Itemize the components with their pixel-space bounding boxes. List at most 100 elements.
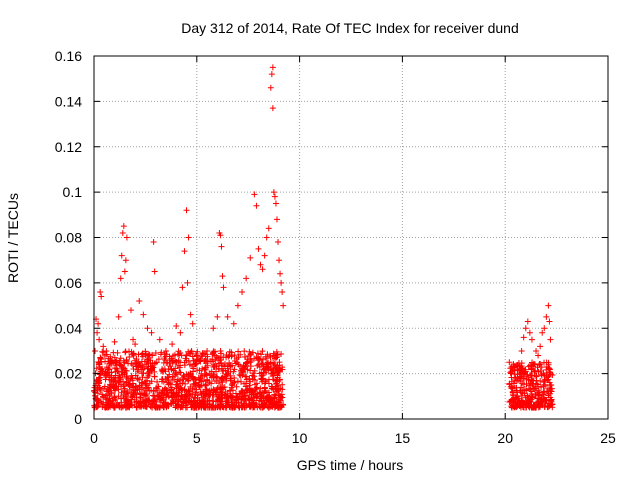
data-point [548, 382, 555, 389]
data-point [177, 329, 184, 336]
data-point [541, 325, 548, 332]
data-point [219, 367, 226, 374]
data-point [251, 367, 258, 374]
data-point [268, 71, 275, 78]
data-point [199, 350, 206, 357]
data-point [141, 390, 148, 397]
data-point [187, 383, 194, 390]
data-point [241, 348, 248, 355]
data-point [217, 404, 224, 411]
data-point [184, 279, 191, 286]
data-point [275, 388, 282, 395]
y-tick-labels: 0 0.02 0.04 0.06 0.08 0.1 0.12 0.14 0.16 [55, 48, 82, 427]
data-point [92, 347, 99, 354]
data-point [249, 397, 256, 404]
data-point [176, 387, 183, 394]
data-point [144, 385, 151, 392]
data-point [253, 384, 260, 391]
data-point [181, 359, 188, 366]
data-point [105, 365, 112, 372]
y-tick-label: 0.08 [55, 230, 82, 246]
x-tick-labels: 0 5 10 15 20 25 [90, 430, 616, 446]
data-point [234, 302, 241, 309]
data-point [273, 383, 280, 390]
data-point [168, 366, 175, 373]
data-point [159, 366, 166, 373]
data-point [545, 403, 552, 410]
data-point [247, 351, 254, 358]
data-point [134, 368, 141, 375]
data-point [154, 378, 161, 385]
data-point [520, 381, 527, 388]
data-point [175, 357, 182, 364]
data-point [98, 356, 105, 363]
data-point [131, 396, 138, 403]
data-point [242, 373, 249, 380]
data-point [541, 377, 548, 384]
data-point [247, 359, 254, 366]
data-point [275, 398, 282, 405]
grid-lines [94, 56, 608, 419]
data-point [123, 392, 130, 399]
data-point [233, 383, 240, 390]
data-point [144, 374, 151, 381]
data-point [163, 404, 170, 411]
data-point [275, 239, 282, 246]
data-point [258, 373, 265, 380]
data-point [141, 399, 148, 406]
data-point [534, 383, 541, 390]
data-point [115, 393, 122, 400]
data-point [539, 401, 546, 408]
data-point [221, 373, 228, 380]
data-point [276, 257, 283, 264]
data-point [527, 386, 534, 393]
data-point [151, 393, 158, 400]
data-point [280, 302, 287, 309]
data-point [122, 380, 129, 387]
data-point [129, 351, 136, 358]
data-point [250, 404, 257, 411]
data-point [189, 320, 196, 327]
data-point [168, 386, 175, 393]
data-point [545, 302, 552, 309]
data-point [154, 403, 161, 410]
data-point [164, 373, 171, 380]
data-point [529, 393, 536, 400]
data-point [265, 225, 272, 232]
data-point [97, 371, 104, 378]
data-point [181, 248, 188, 255]
data-point [128, 307, 135, 314]
data-point [126, 353, 133, 360]
data-point [97, 398, 104, 405]
data-point [219, 273, 226, 280]
data-point [163, 351, 170, 358]
axis-ticks [93, 55, 609, 420]
data-point [224, 400, 231, 407]
data-point [270, 189, 277, 196]
data-point [543, 397, 550, 404]
data-point [203, 357, 210, 364]
data-point [103, 404, 110, 411]
data-point [229, 404, 236, 411]
data-point [182, 380, 189, 387]
data-point [148, 398, 155, 405]
data-point [249, 389, 256, 396]
data-point [258, 351, 265, 358]
data-point [206, 387, 213, 394]
data-point [261, 252, 268, 259]
data-point [221, 363, 228, 370]
data-point [524, 318, 531, 325]
data-point [120, 357, 127, 364]
data-point [277, 270, 284, 277]
data-point [230, 320, 237, 327]
data-point [257, 385, 264, 392]
data-point [528, 362, 535, 369]
data-point [94, 329, 101, 336]
data-point [96, 336, 103, 343]
data-point [210, 371, 217, 378]
data-point [267, 397, 274, 404]
data-point [177, 362, 184, 369]
data-point [112, 385, 119, 392]
data-point [270, 386, 277, 393]
data-point [264, 393, 271, 400]
